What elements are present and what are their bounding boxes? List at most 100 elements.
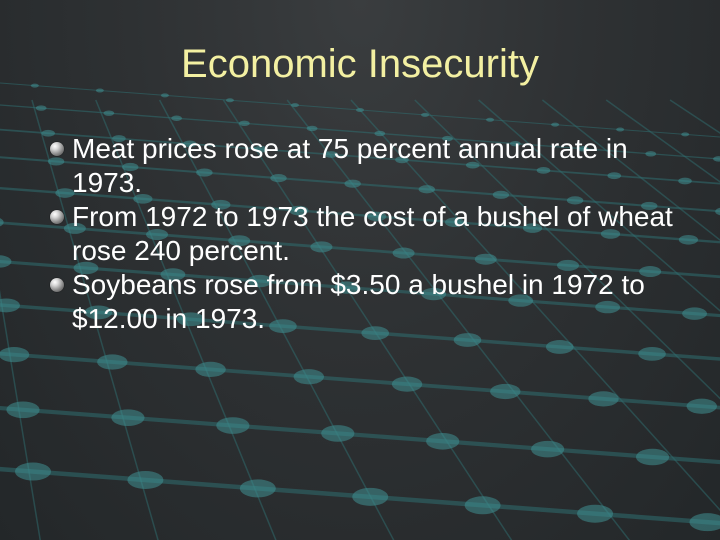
grid-node bbox=[160, 268, 186, 281]
grid-node bbox=[103, 110, 115, 116]
grid-node bbox=[509, 140, 521, 147]
grid-node bbox=[253, 145, 268, 153]
grid-node bbox=[531, 440, 565, 458]
grid-node bbox=[361, 326, 390, 340]
grid-node bbox=[545, 340, 574, 354]
grid-node bbox=[35, 105, 47, 111]
grid-node bbox=[171, 115, 182, 121]
grid-node bbox=[238, 120, 250, 127]
sphere-bullet-icon bbox=[50, 142, 64, 156]
grid-node bbox=[41, 129, 55, 137]
grid-node bbox=[395, 156, 409, 164]
grid-node bbox=[247, 274, 273, 288]
grid-node bbox=[30, 83, 39, 88]
bullet-item: Meat prices rose at 75 percent annual ra… bbox=[50, 132, 690, 200]
grid-node bbox=[374, 130, 386, 137]
grid-line bbox=[0, 221, 720, 279]
grid-node bbox=[111, 409, 145, 426]
grid-node bbox=[577, 146, 589, 152]
grid-node bbox=[595, 300, 621, 314]
grid-node bbox=[290, 103, 299, 108]
grid-node bbox=[289, 205, 309, 216]
bullet-list: Meat prices rose at 75 percent annual ra… bbox=[50, 132, 690, 336]
grid-node bbox=[146, 229, 169, 241]
grid-node bbox=[681, 132, 690, 137]
grid-node bbox=[216, 417, 250, 434]
grid-node bbox=[352, 487, 389, 506]
grid-node bbox=[464, 496, 501, 515]
sphere-bullet-icon bbox=[50, 210, 64, 224]
grid-node bbox=[635, 448, 670, 466]
grid-node bbox=[689, 513, 720, 532]
grid-node bbox=[0, 218, 4, 227]
grid-node bbox=[418, 185, 436, 194]
grid-node bbox=[63, 222, 86, 234]
bullet-text: Meat prices rose at 75 percent annual ra… bbox=[72, 133, 628, 198]
bullet-text: Soybeans rose from $3.50 a bushel in 197… bbox=[72, 269, 645, 334]
grid-node bbox=[73, 261, 99, 275]
grid-node bbox=[182, 140, 197, 148]
grid-node bbox=[682, 307, 707, 320]
grid-node bbox=[196, 168, 213, 177]
grid-node bbox=[293, 369, 325, 385]
grid-line bbox=[350, 99, 720, 512]
grid-node bbox=[421, 112, 430, 117]
grid-line bbox=[286, 99, 631, 540]
grid-node bbox=[616, 127, 625, 132]
grid-node bbox=[55, 188, 75, 198]
grid-node bbox=[15, 462, 52, 481]
grid-node bbox=[228, 235, 251, 247]
grid-node bbox=[577, 504, 614, 523]
grid-node bbox=[95, 88, 104, 93]
bullet-item: From 1972 to 1973 the cost of a bushel o… bbox=[50, 200, 690, 268]
grid-node bbox=[445, 217, 465, 228]
grid-node bbox=[0, 347, 30, 363]
grid-node bbox=[715, 207, 720, 216]
grid-node bbox=[127, 470, 164, 489]
grid-line bbox=[0, 289, 41, 540]
grid-node bbox=[195, 361, 226, 377]
grid-node bbox=[686, 398, 717, 414]
grid-line bbox=[478, 99, 720, 312]
bullet-item: Soybeans rose from $3.50 a bushel in 197… bbox=[50, 268, 690, 336]
grid-node bbox=[160, 93, 169, 98]
grid-node bbox=[269, 319, 297, 334]
grid-node bbox=[421, 287, 447, 301]
grid-node bbox=[310, 241, 333, 253]
grid-node bbox=[536, 167, 551, 174]
grid-node bbox=[522, 223, 543, 233]
grid-node bbox=[133, 194, 153, 204]
grid-line bbox=[414, 99, 720, 400]
grid-node bbox=[645, 151, 657, 157]
grid-node bbox=[641, 201, 658, 211]
grid-node bbox=[6, 401, 40, 419]
grid-node bbox=[321, 425, 355, 442]
grid-node bbox=[324, 151, 339, 158]
grid-node bbox=[176, 312, 205, 327]
grid-node bbox=[306, 125, 318, 132]
grid-node bbox=[0, 255, 12, 268]
grid-line bbox=[0, 128, 720, 185]
grid-line bbox=[0, 405, 720, 465]
grid-node bbox=[270, 174, 287, 183]
grid-line bbox=[0, 104, 720, 160]
grid-node bbox=[391, 376, 423, 392]
grid-node bbox=[588, 391, 619, 407]
grid-node bbox=[607, 172, 622, 180]
grid-line bbox=[0, 186, 720, 244]
grid-node bbox=[239, 479, 276, 498]
grid-node bbox=[678, 234, 699, 245]
grid-node bbox=[490, 383, 521, 400]
sphere-bullet-icon bbox=[50, 278, 64, 292]
grid-node bbox=[474, 253, 497, 265]
grid-node bbox=[486, 117, 495, 122]
grid-node bbox=[453, 333, 482, 347]
grid-node bbox=[465, 161, 480, 169]
grid-node bbox=[47, 157, 65, 166]
grid-node bbox=[678, 177, 692, 185]
grid-node bbox=[211, 199, 231, 210]
bullet-text: From 1972 to 1973 the cost of a bushel o… bbox=[72, 201, 673, 266]
grid-node bbox=[426, 432, 460, 450]
